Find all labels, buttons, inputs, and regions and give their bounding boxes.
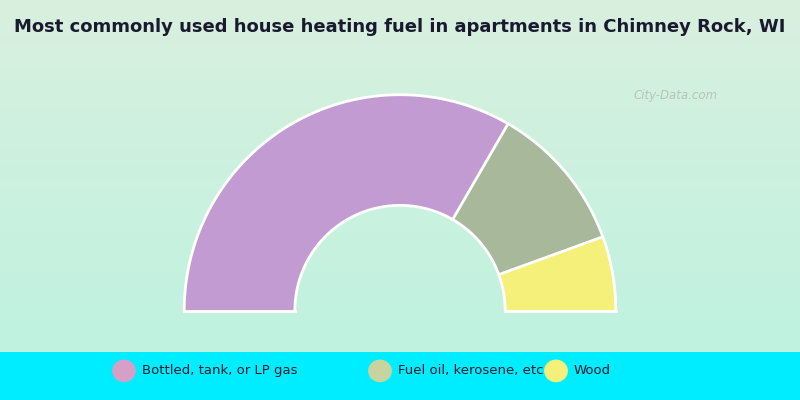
Text: Wood: Wood <box>574 364 610 377</box>
Polygon shape <box>453 124 603 274</box>
Ellipse shape <box>113 360 135 382</box>
Polygon shape <box>184 95 508 310</box>
Text: Bottled, tank, or LP gas: Bottled, tank, or LP gas <box>142 364 297 377</box>
Text: Most commonly used house heating fuel in apartments in Chimney Rock, WI: Most commonly used house heating fuel in… <box>14 18 786 36</box>
Ellipse shape <box>369 360 391 382</box>
Text: Fuel oil, kerosene, etc.: Fuel oil, kerosene, etc. <box>398 364 547 377</box>
Polygon shape <box>499 237 616 310</box>
Text: City-Data.com: City-Data.com <box>634 90 718 102</box>
Ellipse shape <box>545 360 567 382</box>
